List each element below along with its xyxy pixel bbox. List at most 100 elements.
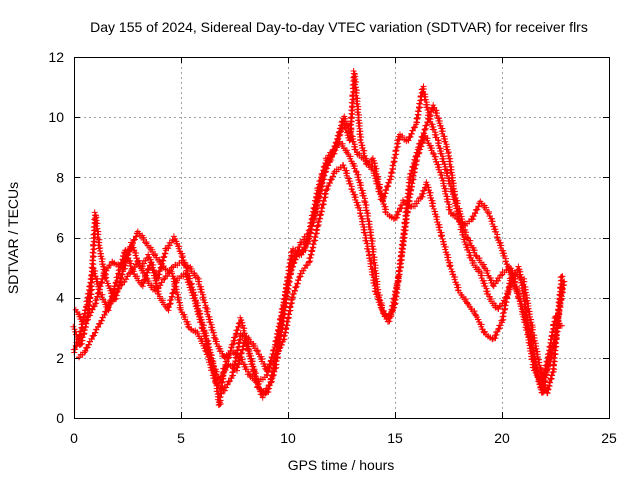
data-point [192, 298, 199, 305]
data-point [301, 244, 308, 251]
data-point [497, 239, 504, 246]
data-point [74, 339, 81, 345]
data-point [394, 275, 401, 281]
data-point [447, 262, 454, 269]
data-point [121, 265, 128, 272]
data-point [211, 334, 218, 341]
x-tick-label: 10 [280, 430, 296, 446]
data-point [143, 274, 150, 281]
data-point [525, 325, 531, 332]
data-point [96, 283, 103, 289]
data-point [234, 327, 241, 333]
data-point [103, 308, 110, 315]
data-point [99, 256, 106, 262]
data-point [81, 307, 88, 314]
data-point [84, 344, 91, 351]
data-point [97, 320, 104, 327]
data-point [70, 323, 77, 330]
data-point [87, 275, 94, 282]
data-point [411, 124, 418, 130]
data-point [302, 241, 309, 248]
y-tick-label: 2 [56, 350, 64, 366]
data-point [445, 254, 452, 261]
data-point [551, 347, 558, 354]
data-point [424, 107, 431, 114]
data-point [187, 281, 194, 288]
data-point [283, 281, 290, 288]
data-point [454, 281, 461, 288]
data-point [408, 130, 415, 137]
data-point [536, 365, 543, 371]
data-point [94, 220, 101, 227]
data-point [222, 366, 229, 373]
data-point [353, 79, 360, 85]
y-tick-label: 4 [56, 290, 64, 306]
data-point [231, 337, 238, 344]
data-point [427, 116, 434, 123]
data-point [409, 127, 416, 134]
data-point [92, 268, 99, 274]
y-tick-label: 12 [48, 49, 64, 65]
data-point [447, 158, 454, 165]
data-point [327, 154, 334, 161]
data-point [414, 108, 421, 114]
data-point [88, 309, 95, 316]
data-point [423, 179, 430, 186]
data-point [320, 172, 327, 179]
data-point [515, 263, 522, 270]
data-point [326, 157, 333, 164]
x-tick-label: 15 [387, 430, 403, 446]
data-point [497, 322, 504, 329]
data-point [94, 323, 101, 330]
data-point [474, 206, 481, 213]
data-point [287, 303, 293, 310]
data-point [99, 275, 105, 282]
data-point [185, 323, 192, 330]
data-point [176, 299, 183, 306]
data-point [373, 178, 380, 185]
data-point [235, 323, 242, 330]
data-point [209, 367, 216, 374]
data-point [360, 192, 367, 199]
data-point [365, 213, 372, 219]
data-point [90, 241, 96, 248]
data-point [546, 379, 553, 386]
data-point [538, 368, 545, 375]
data-point [472, 209, 478, 216]
data-point [382, 186, 389, 193]
data-point [438, 150, 445, 157]
data-point [521, 278, 528, 285]
data-point [249, 361, 256, 368]
data-point [131, 236, 138, 243]
data-point [522, 289, 529, 296]
data-point [128, 260, 135, 267]
data-point [372, 288, 379, 295]
data-point [312, 208, 319, 215]
data-point [199, 289, 205, 296]
data-point [379, 197, 386, 204]
data-point [353, 90, 360, 96]
data-point [304, 238, 311, 245]
y-tick-label: 8 [56, 169, 64, 185]
data-point [420, 129, 427, 136]
data-point [407, 133, 414, 140]
data-point [145, 251, 152, 258]
data-point [360, 218, 366, 225]
y-tick-label: 10 [48, 109, 64, 125]
data-point [89, 257, 96, 264]
data-point [290, 290, 297, 297]
data-point [328, 151, 335, 158]
data-point [340, 162, 347, 169]
data-point [104, 305, 111, 312]
data-point [387, 311, 394, 318]
data-point [98, 317, 105, 324]
data-point [212, 377, 219, 384]
grid [74, 57, 609, 418]
data-point [285, 311, 292, 317]
data-point [220, 353, 227, 360]
data-point [369, 155, 376, 162]
data-point [277, 315, 284, 322]
data-point [348, 107, 355, 114]
data-point [503, 293, 510, 300]
